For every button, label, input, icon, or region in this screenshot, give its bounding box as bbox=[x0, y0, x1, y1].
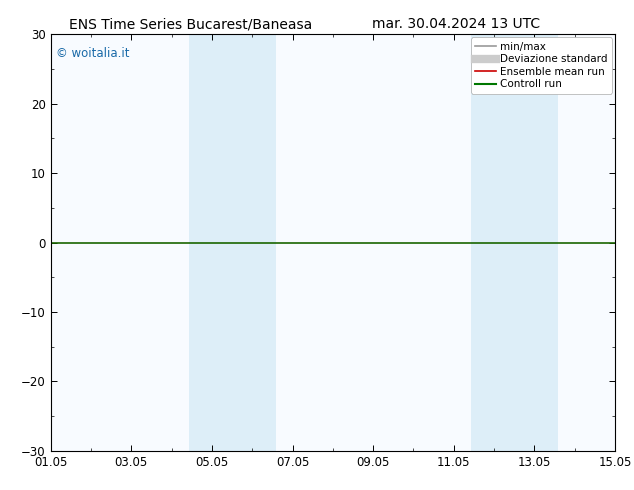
Bar bbox=[188, 34, 209, 451]
Bar bbox=[538, 34, 558, 451]
Text: © woitalia.it: © woitalia.it bbox=[56, 47, 130, 60]
Text: mar. 30.04.2024 13 UTC: mar. 30.04.2024 13 UTC bbox=[372, 17, 541, 31]
Legend: min/max, Deviazione standard, Ensemble mean run, Controll run: min/max, Deviazione standard, Ensemble m… bbox=[471, 37, 612, 94]
Bar bbox=[470, 34, 491, 451]
Bar bbox=[491, 34, 538, 451]
Bar bbox=[256, 34, 276, 451]
Text: ENS Time Series Bucarest/Baneasa: ENS Time Series Bucarest/Baneasa bbox=[68, 17, 312, 31]
Bar bbox=[209, 34, 256, 451]
